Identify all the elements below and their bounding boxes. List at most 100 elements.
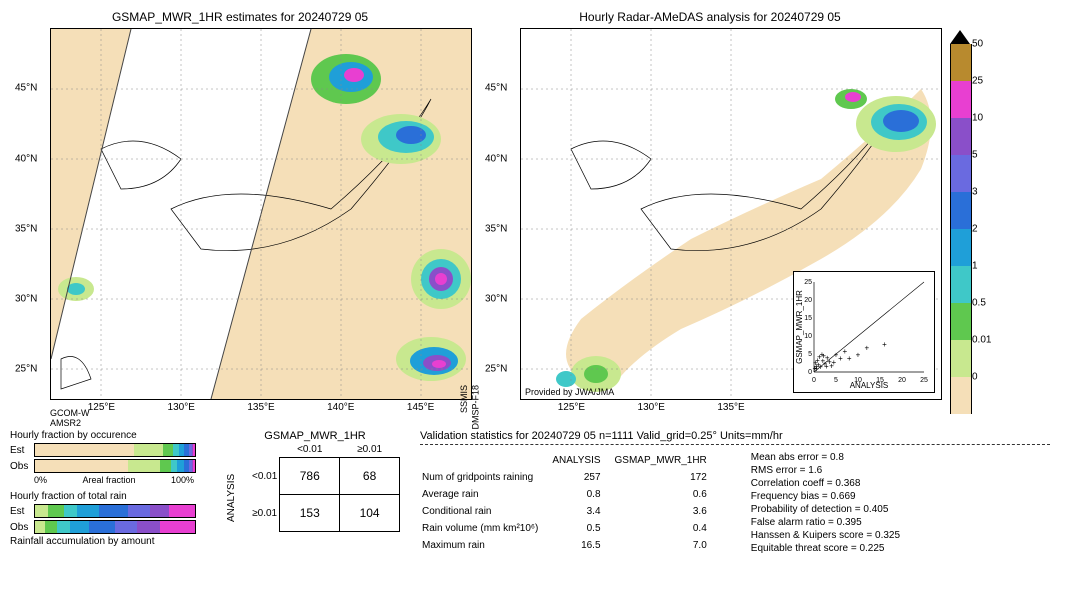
bar-row: Est	[10, 443, 210, 457]
bar-segment	[193, 444, 195, 456]
bar-row: Obs	[10, 520, 210, 534]
svg-text:0: 0	[812, 377, 816, 384]
lat-tick: 30°N	[15, 294, 37, 305]
cont-cell: 786	[280, 458, 340, 495]
svg-text:15: 15	[804, 315, 812, 322]
score-line: Correlation coeff = 0.368	[751, 477, 900, 490]
left-map-svg	[51, 29, 471, 399]
svg-text:20: 20	[898, 377, 906, 384]
colorbar-segment	[950, 303, 972, 340]
svg-text:10: 10	[804, 333, 812, 340]
stacked-bar	[34, 459, 196, 473]
colorbar-segment	[950, 229, 972, 266]
bar-segment	[64, 505, 77, 517]
occurrence-axis: 0% Areal fraction 100%	[34, 475, 194, 485]
bar-segment	[169, 505, 195, 517]
svg-text:+: +	[856, 351, 861, 360]
table-row: Num of gridpoints raining257172	[422, 470, 719, 485]
bar-segment	[70, 521, 89, 533]
colorbar-tick: 10	[972, 113, 983, 124]
lat-tick: 35°N	[485, 223, 507, 234]
colorbar-segment	[950, 192, 972, 229]
right-map: 45°N 40°N 35°N 30°N 25°N 125°E 130°E 135…	[520, 28, 942, 400]
lat-tick: 45°N	[15, 83, 37, 94]
lat-tick: 40°N	[485, 153, 507, 164]
bar-segment	[150, 505, 169, 517]
svg-text:GSMAP_MWR_1HR: GSMAP_MWR_1HR	[795, 290, 804, 364]
table-row: Maximum rain16.57.0	[422, 538, 719, 553]
table-row: Rain volume (mm km²10⁶)0.50.4	[422, 521, 719, 536]
svg-text:+: +	[824, 362, 829, 371]
lat-tick: 25°N	[15, 364, 37, 375]
cell: 16.5	[552, 538, 612, 553]
totalrain-title: Hourly fraction of total rain	[10, 491, 210, 502]
contingency-ylabel: ANALYSIS	[226, 474, 237, 522]
bar-segment	[77, 505, 99, 517]
score-line: Probability of detection = 0.405	[751, 503, 900, 516]
bar-segment	[160, 521, 195, 533]
svg-text:25: 25	[920, 377, 928, 384]
left-map-panel: GSMAP_MWR_1HR estimates for 20240729 05	[10, 10, 470, 410]
svg-text:5: 5	[808, 351, 812, 358]
bar-segment	[134, 444, 163, 456]
bar-segment	[35, 444, 134, 456]
bar-label: Est	[10, 506, 34, 517]
cell: 257	[552, 470, 612, 485]
bar-row: Est	[10, 504, 210, 518]
row-label: Average rain	[422, 487, 550, 502]
lon-tick: 145°E	[407, 402, 434, 413]
score-line: Hanssen & Kuipers score = 0.325	[751, 529, 900, 542]
lon-tick: 135°E	[247, 402, 274, 413]
svg-text:15: 15	[876, 377, 884, 384]
svg-text:20: 20	[804, 297, 812, 304]
sat-label: AMSR2	[50, 418, 81, 428]
colorbar-tick: 0	[972, 372, 978, 383]
rainfall-footer: Rainfall accumulation by amount	[10, 536, 210, 547]
lon-tick: 125°E	[88, 402, 115, 413]
bar-label: Est	[10, 445, 34, 456]
contingency-title: GSMAP_MWR_1HR	[230, 430, 400, 442]
colorbar-tick: 25	[972, 76, 983, 87]
lon-tick: 130°E	[638, 402, 665, 413]
bar-segment	[99, 505, 128, 517]
svg-text:25: 25	[804, 279, 812, 286]
bar-segment	[137, 521, 159, 533]
colorbar-arrow-icon	[950, 30, 970, 44]
cell: 0.4	[615, 521, 719, 536]
bar-segment	[163, 444, 173, 456]
table-row: Average rain0.80.6	[422, 487, 719, 502]
cell: 3.6	[615, 504, 719, 519]
svg-text:+: +	[831, 358, 836, 367]
lat-tick: 40°N	[15, 153, 37, 164]
row-label: Conditional rain	[422, 504, 550, 519]
score-line: RMS error = 1.6	[751, 464, 900, 477]
lat-tick: 45°N	[485, 83, 507, 94]
bar-label: Obs	[10, 461, 34, 472]
bar-segment	[48, 505, 64, 517]
sat-label: SSMIS	[459, 385, 469, 413]
dashboard: GSMAP_MWR_1HR estimates for 20240729 05	[10, 10, 1070, 555]
stacked-bar	[34, 443, 196, 457]
cell: 0.5	[552, 521, 612, 536]
svg-text:0: 0	[808, 369, 812, 376]
colorbar-segment	[950, 266, 972, 303]
bar-segment	[35, 521, 45, 533]
score-line: False alarm ratio = 0.395	[751, 516, 900, 529]
cell: 0.8	[552, 487, 612, 502]
bar-segment	[128, 460, 160, 472]
bar-segment	[35, 505, 48, 517]
scatter-inset: ++++++++++++++++++++++++ ANALYSIS GSMAP_…	[793, 271, 935, 393]
colorbar-tick: 5	[972, 150, 978, 161]
contingency-table: GSMAP_MWR_1HR ANALYSIS <0.01≥0.01 <0.01 …	[230, 430, 400, 555]
bar-segment	[57, 521, 70, 533]
bar-segment	[115, 521, 137, 533]
cell: 3.4	[552, 504, 612, 519]
bottom-panel: Hourly fraction by occurence Est Obs 0% A…	[10, 430, 1050, 555]
bar-row: Obs	[10, 459, 210, 473]
occurrence-title: Hourly fraction by occurence	[10, 430, 210, 441]
svg-text:+: +	[864, 343, 869, 352]
cont-cell: 104	[340, 495, 400, 532]
bar-segment	[128, 505, 150, 517]
colorbar-tick: 0.5	[972, 298, 986, 309]
colorbar-tick: 1	[972, 261, 978, 272]
